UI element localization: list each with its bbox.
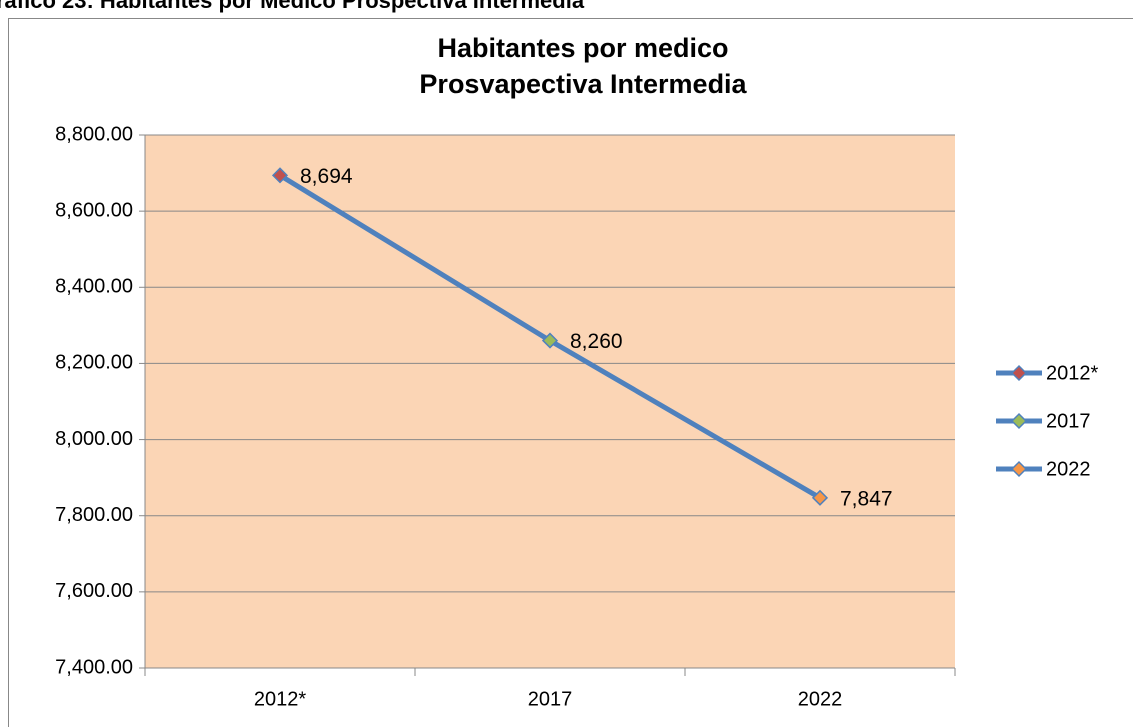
page-caption: ráfico 23: Habitantes por Medico Prospec… [0, 0, 585, 13]
data-label: 7,847 [840, 487, 893, 510]
chart-title: Habitantes por medico [437, 33, 728, 63]
y-tick-label: 8,800.00 [55, 123, 133, 145]
y-tick-label: 8,400.00 [55, 276, 133, 298]
chart-subtitle: Prosvapectiva Intermedia [419, 69, 747, 99]
data-point [541, 332, 559, 349]
legend-label: 2012* [1046, 362, 1098, 384]
data-point [811, 489, 829, 506]
data-label: 8,694 [300, 165, 353, 188]
x-tick-label: 2012* [254, 688, 306, 710]
legend-marker [1010, 412, 1028, 430]
data-label: 8,260 [570, 330, 623, 353]
y-tick-label: 7,800.00 [55, 504, 133, 526]
legend-marker [1010, 460, 1028, 478]
y-tick-label: 8,200.00 [55, 352, 133, 374]
plot-area [145, 135, 955, 668]
y-tick-label: 7,600.00 [55, 580, 133, 602]
y-tick-label: 8,600.00 [55, 199, 133, 221]
x-tick-label: 2017 [528, 688, 573, 710]
legend-label: 2017 [1046, 410, 1091, 432]
legend-marker [1010, 364, 1028, 382]
y-tick-label: 7,400.00 [55, 656, 133, 678]
x-tick-label: 2022 [798, 688, 843, 710]
data-point [271, 167, 289, 184]
legend-label: 2022 [1046, 458, 1091, 480]
y-tick-label: 8,000.00 [55, 428, 133, 450]
